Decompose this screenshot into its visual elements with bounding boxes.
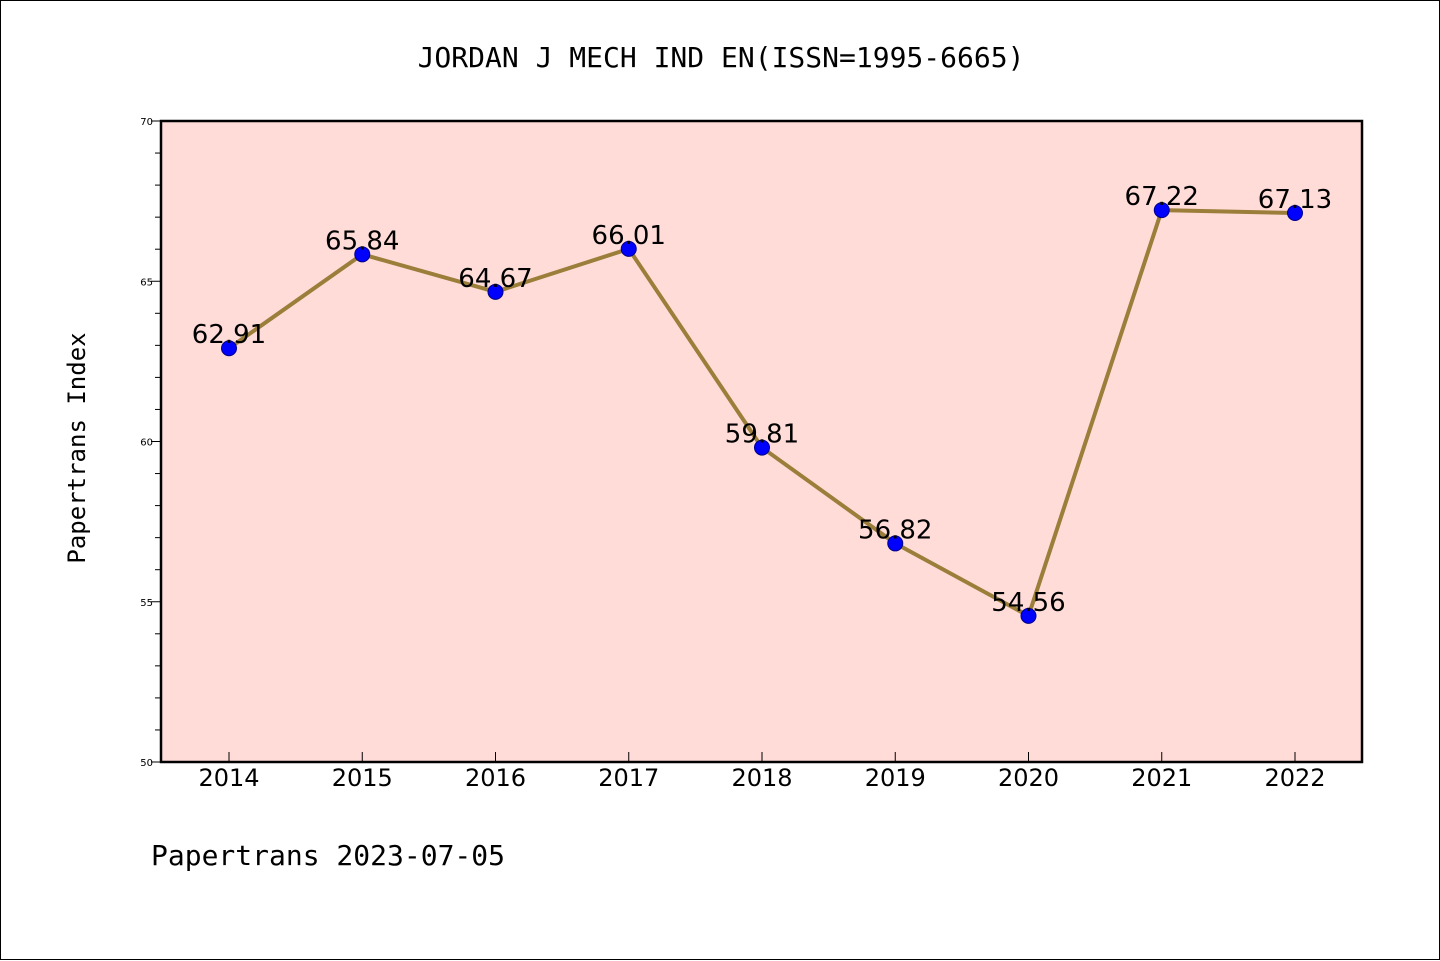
data-point (620, 240, 637, 257)
x-tick-label: 2022 (1264, 764, 1325, 792)
x-tick-label: 2014 (198, 764, 259, 792)
data-label: 64.67 (458, 264, 532, 294)
x-tick-label: 2016 (465, 764, 526, 792)
chart-title: JORDAN J MECH IND EN(ISSN=1995-6665) (418, 41, 1025, 74)
data-point (754, 439, 770, 456)
plot-border (159, 119, 1364, 764)
data-label: 67.22 (1125, 182, 1199, 212)
x-tick-label: 2020 (998, 764, 1059, 792)
x-tick-label: 2018 (731, 764, 792, 792)
x-tick-label: 2019 (865, 764, 926, 792)
x-tick-label: 2015 (332, 764, 393, 792)
data-label: 67.13 (1258, 185, 1332, 215)
y-tick-label: 70 (140, 117, 153, 128)
y-tick-label: 65 (140, 277, 153, 288)
data-label: 65.84 (325, 226, 399, 256)
x-tick-label: 2017 (598, 764, 659, 792)
data-label: 56.82 (858, 515, 932, 545)
data-label: 54.56 (991, 588, 1065, 618)
y-tick-label: 50 (140, 758, 153, 769)
data-labels: 62.91 65.84 64.67 66.01 59.81 56.82 54.56 67.22… (192, 182, 1332, 618)
x-tick-label: 2021 (1131, 764, 1192, 792)
data-label: 66.01 (592, 221, 666, 251)
y-tick-label: 60 (140, 438, 153, 449)
data-point (1153, 202, 1170, 219)
data-label: 62.91 (192, 320, 266, 350)
y-axis-label: Papertrans Index (63, 332, 91, 563)
data-point (354, 246, 371, 263)
x-axis: 2014 2015 2016 2017 2018 2019 2020 2021 2022 (198, 752, 1326, 792)
y-axis: 50 55 60 65 70 (140, 117, 161, 769)
data-label: 59.81 (725, 420, 799, 450)
data-point (887, 535, 904, 552)
series-layer (221, 202, 1303, 624)
data-point (487, 283, 504, 300)
data-point (1020, 607, 1037, 624)
y-tick-label: 55 (140, 598, 153, 609)
data-point (1287, 204, 1303, 221)
footer-date-label: Papertrans 2023-07-05 (151, 839, 505, 872)
data-point (221, 340, 237, 357)
